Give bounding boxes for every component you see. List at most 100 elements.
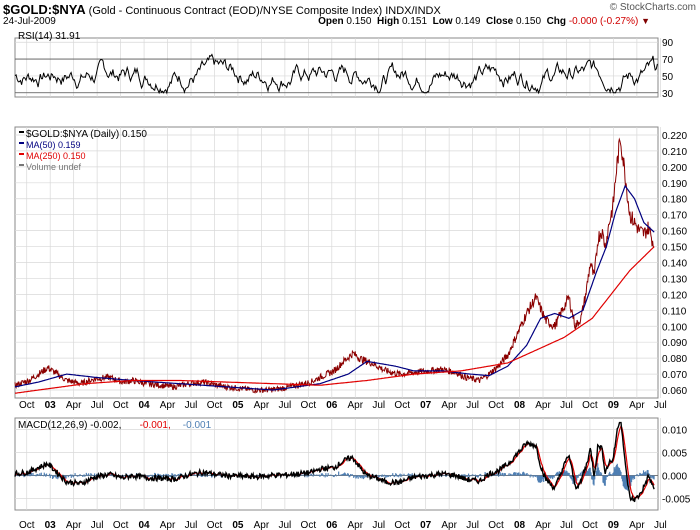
x-tick-label: 08 bbox=[514, 400, 526, 411]
symbol: $GOLD:$NYA bbox=[3, 2, 86, 17]
x-tick-label: 04 bbox=[139, 520, 151, 530]
price-legend-entry: MA(50) 0.159 bbox=[26, 140, 81, 150]
rsi-y-tick: 30 bbox=[662, 89, 674, 100]
macd-y-tick: -0.005 bbox=[662, 495, 691, 506]
x-tick-label: Oct bbox=[301, 400, 317, 411]
x-tick-label: Jul bbox=[372, 520, 385, 530]
x-tick-label: Jul bbox=[560, 520, 573, 530]
x-tick-label: 03 bbox=[45, 400, 57, 411]
low-value: 0.149 bbox=[455, 16, 481, 27]
ma50-line bbox=[14, 184, 655, 391]
x-tick-label: Jul bbox=[91, 520, 104, 530]
macd-line bbox=[14, 421, 655, 503]
legend-swatch bbox=[19, 153, 24, 155]
macd-legend-entry: MACD(12,26,9) -0.002, bbox=[18, 420, 121, 431]
x-tick-label: Apr bbox=[160, 520, 176, 530]
price-legend-entry: Volume undef bbox=[26, 162, 82, 172]
low-label: Low bbox=[432, 16, 453, 27]
x-tick-label: Apr bbox=[535, 520, 551, 530]
price-y-tick: 0.220 bbox=[662, 131, 687, 142]
x-tick-label: 08 bbox=[514, 520, 526, 530]
x-tick-label: Apr bbox=[254, 400, 270, 411]
chart-date: 24-Jul-2009 bbox=[3, 16, 56, 27]
x-tick-label: Apr bbox=[629, 520, 645, 530]
x-tick-label: Oct bbox=[582, 520, 598, 530]
x-tick-label: 09 bbox=[608, 400, 620, 411]
price-line bbox=[14, 137, 655, 394]
x-tick-label: Oct bbox=[113, 520, 129, 530]
macd-y-tick: 0.010 bbox=[662, 426, 687, 437]
x-tick-label: 04 bbox=[139, 400, 151, 411]
x-tick-label: Oct bbox=[488, 520, 504, 530]
price-y-tick: 0.100 bbox=[662, 322, 687, 333]
x-tick-label: 03 bbox=[45, 520, 57, 530]
macd-y-tick: 0.005 bbox=[662, 449, 687, 460]
price-legend-entry: $GOLD:$NYA (Daily) 0.150 bbox=[26, 129, 147, 140]
x-tick-label: 05 bbox=[232, 400, 244, 411]
high-label: High bbox=[377, 16, 400, 27]
x-tick-label: 09 bbox=[608, 520, 620, 530]
price-y-tick: 0.060 bbox=[662, 386, 687, 397]
price-y-tick: 0.210 bbox=[662, 147, 687, 158]
x-tick-label: Apr bbox=[254, 520, 270, 530]
price-y-tick: 0.200 bbox=[662, 163, 687, 174]
x-tick-label: Jul bbox=[372, 400, 385, 411]
price-legend-entry: MA(250) 0.150 bbox=[26, 151, 86, 161]
rsi-y-tick: 90 bbox=[662, 38, 674, 49]
legend-swatch bbox=[19, 131, 24, 133]
price-y-tick: 0.190 bbox=[662, 179, 687, 190]
x-tick-label: Jul bbox=[185, 520, 198, 530]
price-y-tick: 0.080 bbox=[662, 354, 687, 365]
price-y-tick: 0.120 bbox=[662, 290, 687, 301]
macd-legend-entry: -0.001 bbox=[183, 420, 212, 431]
x-tick-label: Apr bbox=[347, 400, 363, 411]
macd-legend-entry: -0.001, bbox=[140, 420, 171, 431]
x-tick-label: Apr bbox=[441, 520, 457, 530]
x-tick-label: Oct bbox=[19, 400, 35, 411]
price-y-tick: 0.110 bbox=[662, 306, 687, 317]
x-tick-label: Apr bbox=[629, 400, 645, 411]
close-label: Close bbox=[485, 16, 514, 27]
x-tick-label: Jul bbox=[278, 520, 291, 530]
price-y-tick: 0.180 bbox=[662, 195, 687, 206]
price-y-tick: 0.170 bbox=[662, 211, 687, 222]
price-y-tick: 0.140 bbox=[662, 259, 687, 270]
chg-value: -0.000 (-0.27%) bbox=[568, 16, 639, 27]
macd-y-tick: 0.000 bbox=[662, 472, 687, 483]
legend-swatch bbox=[19, 164, 24, 166]
x-tick-label: Apr bbox=[535, 400, 551, 411]
x-tick-label: Jul bbox=[278, 400, 291, 411]
open-label: Open bbox=[318, 16, 344, 27]
x-tick-label: Jul bbox=[91, 400, 104, 411]
x-tick-label: Jul bbox=[466, 520, 479, 530]
x-tick-label: Oct bbox=[113, 400, 129, 411]
x-tick-label: Oct bbox=[301, 520, 317, 530]
price-y-tick: 0.160 bbox=[662, 227, 687, 238]
rsi-panel-frame bbox=[14, 37, 659, 98]
x-tick-label: Apr bbox=[66, 520, 82, 530]
rsi-y-tick: 70 bbox=[662, 55, 674, 66]
ohlc-readout: Open 0.150 High 0.151 Low 0.149 Close 0.… bbox=[318, 16, 650, 27]
rsi-line bbox=[14, 53, 658, 95]
price-y-tick: 0.150 bbox=[662, 243, 687, 254]
chart-title: $GOLD:$NYA (Gold - Continuous Contract (… bbox=[3, 2, 441, 17]
x-tick-label: 06 bbox=[326, 400, 338, 411]
rsi-label: RSI(14) 31.91 bbox=[18, 31, 81, 42]
exchange: INDX/INDX bbox=[385, 5, 441, 17]
brand-logo: © StockCharts.com bbox=[609, 2, 696, 13]
price-y-tick: 0.130 bbox=[662, 274, 687, 285]
x-tick-label: Jul bbox=[185, 400, 198, 411]
x-tick-label: Oct bbox=[207, 400, 223, 411]
description: (Gold - Continuous Contract (EOD)/NYSE C… bbox=[88, 5, 383, 17]
x-tick-label: Oct bbox=[582, 400, 598, 411]
ma250-line bbox=[14, 246, 655, 394]
x-tick-label: Apr bbox=[441, 400, 457, 411]
macd-panel-frame bbox=[14, 417, 659, 511]
x-tick-label: Jul bbox=[654, 400, 667, 411]
open-value: 0.150 bbox=[346, 16, 372, 27]
down-triangle-icon: ▼ bbox=[641, 16, 650, 26]
x-tick-label: Oct bbox=[394, 520, 410, 530]
x-tick-label: Apr bbox=[347, 520, 363, 530]
x-tick-label: 07 bbox=[420, 520, 432, 530]
